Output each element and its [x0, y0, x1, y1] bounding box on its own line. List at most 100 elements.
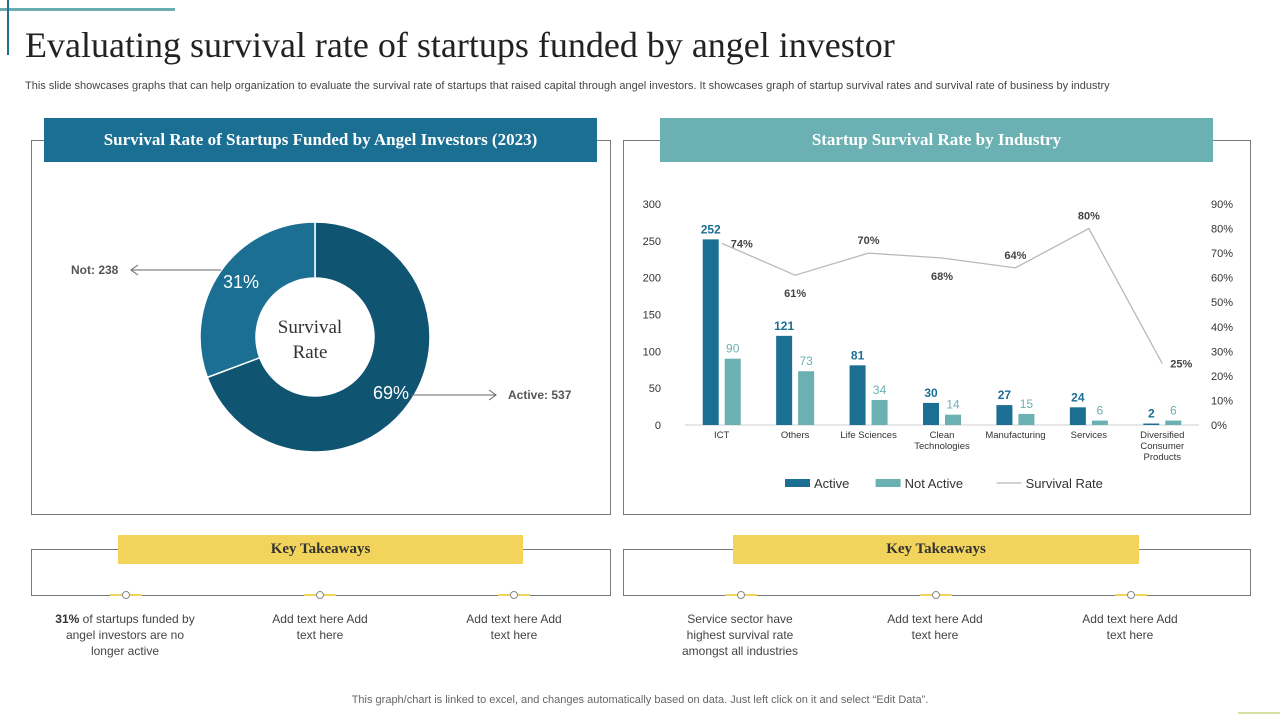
bar-not-active	[945, 414, 961, 425]
donut-chart-header: Survival Rate of Startups Funded by Ange…	[44, 118, 597, 162]
takeaway-item: Add text here Add text here	[272, 612, 368, 642]
y2-tick-label: 30%	[1211, 346, 1233, 358]
y2-tick-label: 50%	[1211, 297, 1233, 309]
bar-not-active	[1018, 413, 1035, 425]
donut-slice-not	[199, 221, 316, 379]
bar-active-value-label: 252	[701, 222, 721, 236]
marker-dot	[932, 591, 940, 599]
accent-line-vertical	[7, 0, 9, 55]
bar-chart-header: Startup Survival Rate by Industry	[660, 118, 1213, 162]
survival-rate-label: 80%	[1078, 211, 1100, 223]
key-takeaways-title-left: Key Takeaways	[118, 535, 523, 564]
y-tick-label: 150	[643, 310, 661, 322]
takeaway-item: Service sector have highest survival rat…	[681, 612, 799, 658]
y2-tick-label: 70%	[1211, 248, 1233, 260]
y2-tick-label: 90%	[1211, 199, 1233, 211]
y-tick-label: 50	[649, 383, 661, 395]
marker-dot	[737, 591, 745, 599]
y2-tick-label: 20%	[1211, 371, 1233, 383]
donut-pct-not: 31%	[223, 272, 259, 292]
takeaway-item: Add text here Add text here	[466, 612, 562, 642]
survival-rate-label: 64%	[1004, 250, 1026, 262]
bar-active	[849, 365, 866, 425]
bar-not-active-value-label: 34	[873, 383, 887, 397]
bar-active	[996, 405, 1013, 425]
survival-rate-label: 25%	[1170, 359, 1192, 371]
bar-not-active	[798, 371, 815, 425]
bar-not-active	[1091, 420, 1108, 425]
bar-active	[776, 335, 793, 425]
bar-active	[1143, 423, 1160, 425]
y2-tick-label: 10%	[1211, 395, 1233, 407]
bar-not-active	[871, 399, 888, 425]
bar-active-value-label: 2	[1148, 407, 1155, 421]
bar-not-active	[724, 358, 741, 425]
y2-tick-label: 60%	[1211, 273, 1233, 285]
marker-dot	[122, 591, 130, 599]
x-tick-label: Others	[781, 430, 810, 441]
donut-chart: Survival Rate 31% 69% Not: 238 Active: 5…	[71, 221, 572, 453]
y-tick-label: 300	[643, 199, 661, 211]
bar-active-value-label: 81	[851, 348, 865, 362]
legend-label: Not Active	[905, 476, 964, 491]
bar-not-active-value-label: 90	[726, 342, 740, 356]
y2-tick-label: 40%	[1211, 322, 1233, 334]
survival-rate-line	[721, 227, 1163, 364]
accent-line-bottom	[1238, 712, 1280, 714]
page-subtitle: This slide showcases graphs that can hel…	[25, 80, 1110, 92]
bar-active	[923, 402, 939, 425]
footnote: This graph/chart is linked to excel, and…	[351, 694, 929, 706]
bar-not-active	[1165, 420, 1182, 425]
page-title: Evaluating survival rate of startups fun…	[25, 25, 895, 65]
legend-label: Active	[814, 476, 849, 491]
y2-tick-label: 0%	[1211, 420, 1227, 432]
key-takeaways-markers-left	[31, 590, 609, 600]
legend-label: Survival Rate	[1026, 476, 1103, 491]
legend-swatch	[785, 479, 810, 487]
key-takeaways-title-right: Key Takeaways	[733, 535, 1139, 564]
x-tick-label: Manufacturing	[985, 430, 1045, 441]
survival-rate-label: 68%	[931, 271, 953, 283]
bar-not-active-value-label: 14	[946, 398, 960, 412]
x-tick-label: Services	[1071, 430, 1108, 441]
y-tick-label: 200	[643, 273, 661, 285]
survival-rate-label: 70%	[858, 235, 880, 247]
y2-tick-label: 80%	[1211, 224, 1233, 236]
donut-slice-active	[206, 221, 431, 453]
bar-active-value-label: 121	[774, 319, 794, 333]
y-tick-label: 250	[643, 236, 661, 248]
bar-not-active-value-label: 6	[1170, 404, 1177, 418]
survival-rate-label: 61%	[784, 288, 806, 300]
y-tick-label: 100	[643, 346, 661, 358]
takeaway-item: Add text here Add text here	[887, 612, 983, 642]
marker-dot	[1127, 591, 1135, 599]
bar-chart-panel	[623, 140, 1251, 515]
takeaway-item: 31% of startups funded by angel investor…	[55, 612, 195, 658]
bar-chart: 0 50 100 150 200 250 300 0% 10% 20% 30% 40% 50% 60% 70…	[643, 199, 1234, 491]
x-tick-label: Clean Technologies	[914, 430, 970, 452]
bar-active-value-label: 27	[998, 388, 1012, 402]
bar-not-active-value-label: 6	[1097, 404, 1104, 418]
bar-not-active-value-label: 73	[799, 354, 813, 368]
bar-active	[1069, 407, 1086, 425]
x-tick-label: ICT	[714, 430, 730, 441]
bar-active	[702, 239, 719, 425]
marker-dot	[510, 591, 518, 599]
donut-pct-active: 69%	[373, 383, 409, 403]
arrow-left-icon	[130, 264, 139, 276]
bar-active-value-label: 30	[924, 386, 938, 400]
takeaway-item: Add text here Add text here	[1082, 612, 1178, 642]
legend-swatch	[875, 479, 901, 487]
donut-center-label: Rate	[293, 342, 328, 363]
arrow-right-icon	[488, 389, 497, 401]
key-takeaways-markers-right	[623, 590, 1249, 600]
accent-line	[0, 8, 175, 11]
x-tick-label: Diversified Consumer Products	[1140, 430, 1184, 463]
survival-rate-label: 74%	[731, 238, 753, 250]
bar-not-active-value-label: 15	[1020, 397, 1034, 411]
y-tick-label: 0	[655, 420, 661, 432]
marker-dot	[316, 591, 324, 599]
callout-active-label: Active: 537	[508, 388, 572, 402]
bar-active-value-label: 24	[1071, 390, 1085, 404]
callout-not-label: Not: 238	[71, 263, 119, 277]
